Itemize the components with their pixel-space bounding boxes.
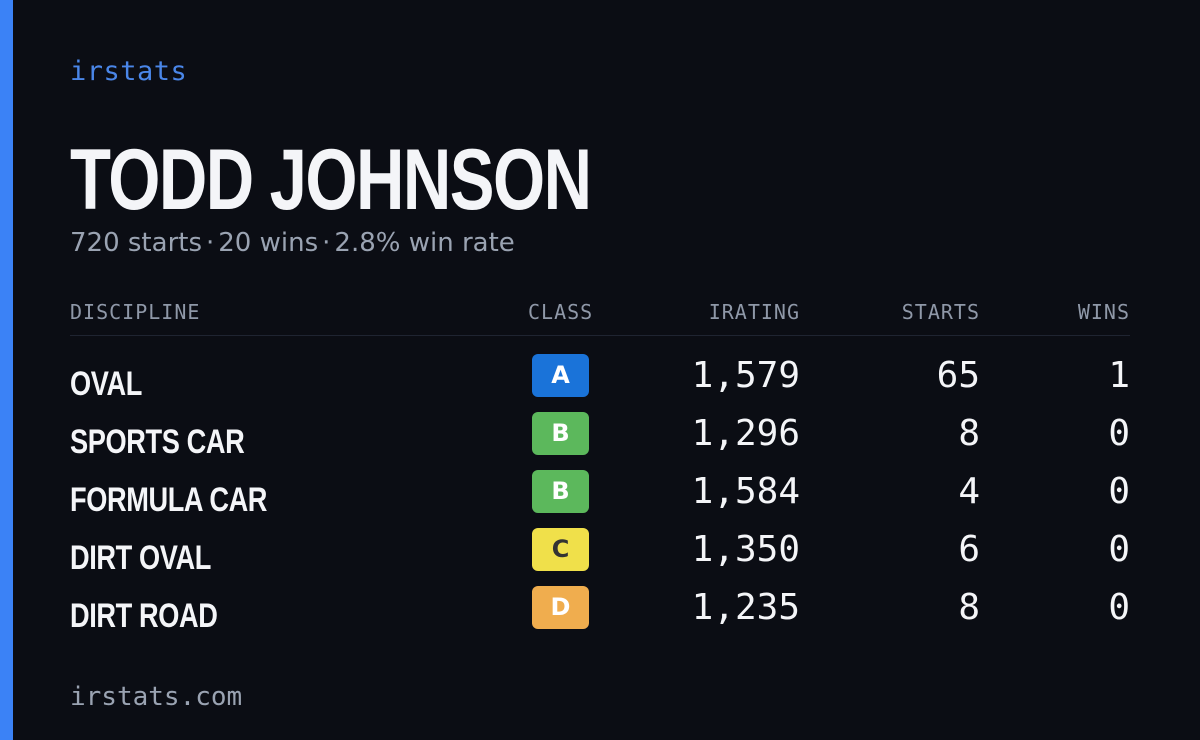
starts-count: 720 starts: [70, 228, 202, 258]
starts-value: 8: [958, 587, 980, 628]
table-body: OVAL A 1,579 65 1 SPORTS CAR B 1,296 8 0…: [70, 352, 1130, 642]
header-irating: IRATING: [708, 300, 800, 324]
discipline-name: DIRT OVAL: [70, 539, 211, 577]
starts-value: 65: [936, 355, 980, 396]
header-wins: WINS: [1077, 300, 1130, 324]
wins-value: 1: [1108, 355, 1130, 396]
discipline-name: FORMULA CAR: [70, 481, 268, 519]
discipline-name: DIRT ROAD: [70, 597, 218, 635]
irating-value: 1,350: [691, 529, 800, 570]
footer-url[interactable]: irstats.com: [70, 682, 243, 712]
starts-value: 4: [958, 471, 980, 512]
brand-logo: irstats: [70, 56, 188, 87]
class-badge: B: [532, 412, 589, 455]
table-row: DIRT ROAD D 1,235 8 0: [70, 584, 1130, 642]
discipline-name: SPORTS CAR: [70, 423, 245, 461]
wins-value: 0: [1108, 587, 1130, 628]
starts-value: 8: [958, 413, 980, 454]
irating-value: 1,584: [691, 471, 800, 512]
wins-value: 0: [1108, 471, 1130, 512]
separator: ·: [206, 228, 215, 258]
wins-count: 20 wins: [218, 228, 319, 258]
player-name: TODD JOHNSON: [70, 132, 592, 228]
starts-value: 6: [958, 529, 980, 570]
irating-value: 1,235: [691, 587, 800, 628]
win-rate: 2.8% win rate: [334, 228, 515, 258]
irating-value: 1,296: [691, 413, 800, 454]
stats-table: DISCIPLINE CLASS IRATING STARTS WINS OVA…: [70, 296, 1130, 642]
class-badge: B: [532, 470, 589, 513]
discipline-name: OVAL: [70, 365, 142, 403]
separator: ·: [322, 228, 331, 258]
wins-value: 0: [1108, 413, 1130, 454]
irating-value: 1,579: [691, 355, 800, 396]
wins-value: 0: [1108, 529, 1130, 570]
player-summary: 720 starts · 20 wins · 2.8% win rate: [70, 228, 515, 258]
class-badge: A: [532, 354, 589, 397]
header-starts: STARTS: [901, 300, 980, 324]
header-discipline: DISCIPLINE: [70, 300, 201, 324]
table-row: OVAL A 1,579 65 1: [70, 352, 1130, 410]
class-badge: C: [532, 528, 589, 571]
table-header: DISCIPLINE CLASS IRATING STARTS WINS: [70, 296, 1130, 336]
table-row: FORMULA CAR B 1,584 4 0: [70, 468, 1130, 526]
class-badge: D: [532, 586, 589, 629]
table-row: SPORTS CAR B 1,296 8 0: [70, 410, 1130, 468]
table-row: DIRT OVAL C 1,350 6 0: [70, 526, 1130, 584]
accent-bar: [0, 0, 13, 740]
header-class: CLASS: [528, 300, 594, 324]
